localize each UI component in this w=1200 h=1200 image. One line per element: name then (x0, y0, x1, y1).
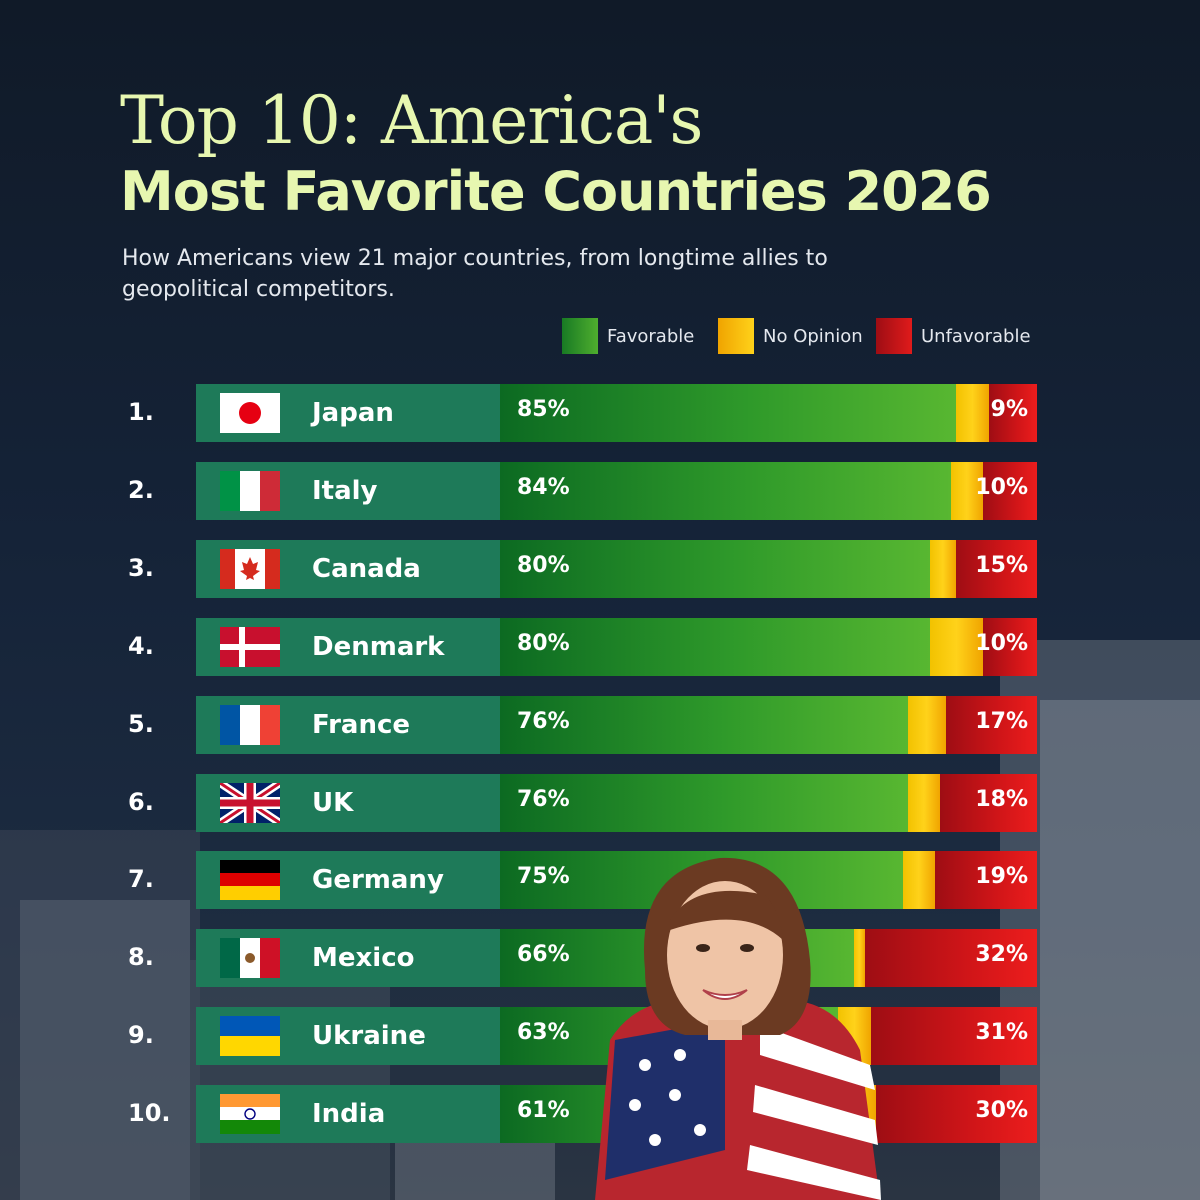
country-label-italy: Italy (312, 476, 378, 506)
denmark-flag-icon (220, 627, 280, 667)
legend-label-no-opinion: No Opinion (763, 325, 863, 347)
bar-unfavorable-canada (956, 540, 1037, 598)
country-label-mexico: Mexico (312, 943, 415, 973)
italy-flag-icon (220, 471, 280, 511)
country-cell-denmark: Denmark (196, 618, 502, 676)
country-cell-ukraine: Ukraine (196, 1007, 502, 1065)
subtitle: How Americans view 21 major countries, f… (122, 246, 828, 302)
bar-unfavorable-italy (983, 462, 1037, 520)
country-label-france: France (312, 710, 411, 740)
country-label-denmark: Denmark (312, 632, 445, 662)
unfavorable-value-germany: 19% (975, 864, 1028, 889)
favorable-value-mexico: 66% (517, 942, 570, 967)
country-cell-france: France (196, 696, 502, 754)
country-cell-india: India (196, 1085, 502, 1143)
country-label-canada: Canada (312, 554, 421, 584)
country-label-uk: UK (312, 788, 354, 818)
country-cell-canada: Canada (196, 540, 502, 598)
bar-no-opinion-uk (908, 774, 941, 832)
favorable-value-canada: 80% (517, 553, 570, 578)
bar-no-opinion-japan (956, 384, 989, 442)
legend-swatch-no-opinion (718, 318, 754, 354)
legend-label-favorable: Favorable (607, 325, 695, 347)
favorable-value-uk: 76% (517, 787, 570, 812)
rank-label-mexico: 8. (128, 943, 154, 971)
country-label-japan: Japan (312, 398, 394, 428)
bar-favorable-denmark (500, 618, 930, 676)
legend-swatch-favorable (562, 318, 598, 354)
title-line-1: Top 10: America's (120, 82, 703, 159)
bar-unfavorable-mexico (865, 929, 1037, 987)
rank-label-uk: 6. (128, 788, 154, 816)
country-cell-mexico: Mexico (196, 929, 502, 987)
favorable-value-germany: 75% (517, 864, 570, 889)
bar-unfavorable-uk (940, 774, 1037, 832)
unfavorable-value-italy: 10% (975, 475, 1028, 500)
bar-favorable-japan (500, 384, 957, 442)
rank-label-ukraine: 9. (128, 1021, 154, 1049)
legend-unfavorable: Unfavorable (876, 318, 1031, 354)
unfavorable-value-japan: 9% (990, 397, 1028, 422)
bar-favorable-uk (500, 774, 909, 832)
favorable-value-denmark: 80% (517, 631, 570, 656)
country-label-ukraine: Ukraine (312, 1021, 426, 1051)
unfavorable-value-canada: 15% (975, 553, 1028, 578)
unfavorable-value-uk: 18% (975, 787, 1028, 812)
germany-flag-icon (220, 860, 280, 900)
country-cell-uk: UK (196, 774, 502, 832)
rank-label-india: 10. (128, 1099, 171, 1127)
country-cell-italy: Italy (196, 462, 502, 520)
bar-unfavorable-japan (988, 384, 1037, 442)
favorable-value-france: 76% (517, 709, 570, 734)
bar-no-opinion-denmark (929, 618, 984, 676)
bar-unfavorable-denmark (983, 618, 1037, 676)
title-line-2: Most Favorite Countries 2026 (120, 160, 992, 223)
legend-favorable: Favorable (562, 318, 694, 354)
rank-label-canada: 3. (128, 554, 154, 582)
rank-label-italy: 2. (128, 476, 154, 504)
bar-unfavorable-india (875, 1085, 1037, 1143)
unfavorable-value-france: 17% (975, 709, 1028, 734)
rank-label-denmark: 4. (128, 632, 154, 660)
canada-flag-icon (220, 549, 280, 589)
uk-flag-icon (220, 783, 280, 823)
bar-favorable-canada (500, 540, 930, 598)
bar-no-opinion-italy (951, 462, 984, 520)
unfavorable-value-denmark: 10% (975, 631, 1028, 656)
country-cell-japan: Japan (196, 384, 502, 442)
bar-no-opinion-france (908, 696, 946, 754)
country-label-germany: Germany (312, 865, 444, 895)
mexico-flag-icon (220, 938, 280, 978)
country-cell-germany: Germany (196, 851, 502, 909)
legend-swatch-unfavorable (876, 318, 912, 354)
bar-unfavorable-ukraine (870, 1007, 1037, 1065)
legend-label-unfavorable: Unfavorable (921, 325, 1031, 347)
country-label-india: India (312, 1099, 386, 1129)
rank-label-japan: 1. (128, 398, 154, 426)
bar-unfavorable-france (945, 696, 1037, 754)
rank-label-france: 5. (128, 710, 154, 738)
rank-label-germany: 7. (128, 865, 154, 893)
india-flag-icon (220, 1094, 280, 1134)
unfavorable-value-ukraine: 31% (975, 1020, 1028, 1045)
bar-no-opinion-canada (929, 540, 957, 598)
bar-no-opinion-mexico (854, 929, 866, 987)
bar-unfavorable-germany (934, 851, 1037, 909)
bar-favorable-france (500, 696, 909, 754)
legend-no-opinion: No Opinion (718, 318, 863, 354)
unfavorable-value-mexico: 32% (975, 942, 1028, 967)
france-flag-icon (220, 705, 280, 745)
unfavorable-value-india: 30% (975, 1098, 1028, 1123)
japan-flag-icon (220, 393, 280, 433)
bar-favorable-italy (500, 462, 952, 520)
favorable-value-ukraine: 63% (517, 1020, 570, 1045)
favorable-value-india: 61% (517, 1098, 570, 1123)
woman-with-flag-photo (595, 857, 881, 1200)
ukraine-flag-icon (220, 1016, 280, 1056)
bar-no-opinion-germany (902, 851, 935, 909)
favorable-value-japan: 85% (517, 397, 570, 422)
favorable-value-italy: 84% (517, 475, 570, 500)
